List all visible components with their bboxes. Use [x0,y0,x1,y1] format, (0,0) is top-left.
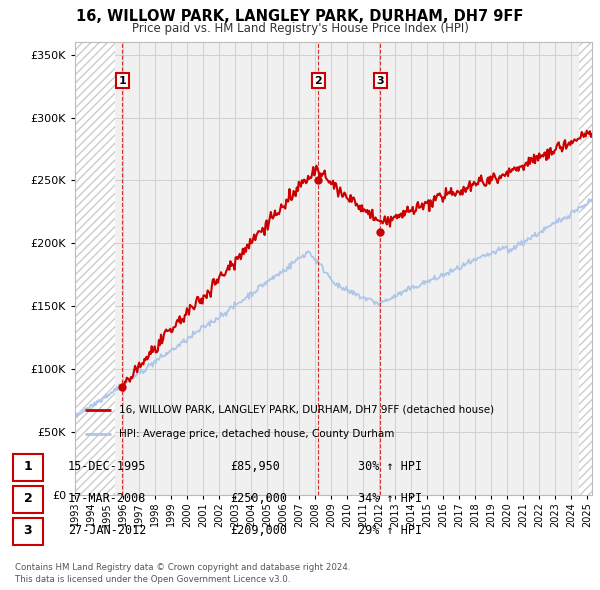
Text: £250,000: £250,000 [230,493,287,506]
Text: Contains HM Land Registry data © Crown copyright and database right 2024.
This d: Contains HM Land Registry data © Crown c… [15,563,350,584]
Text: 34% ↑ HPI: 34% ↑ HPI [358,493,422,506]
Text: 2: 2 [314,76,322,86]
Text: 30% ↑ HPI: 30% ↑ HPI [358,461,422,474]
Text: £209,000: £209,000 [230,525,287,537]
Text: £85,950: £85,950 [230,461,280,474]
FancyBboxPatch shape [13,486,43,513]
Bar [75,42,115,495]
Text: Price paid vs. HM Land Registry's House Price Index (HPI): Price paid vs. HM Land Registry's House … [131,22,469,35]
FancyBboxPatch shape [13,454,43,480]
Text: 2: 2 [23,493,32,506]
Text: 16, WILLOW PARK, LANGLEY PARK, DURHAM, DH7 9FF: 16, WILLOW PARK, LANGLEY PARK, DURHAM, D… [76,9,524,24]
Text: 3: 3 [23,525,32,537]
Text: 29% ↑ HPI: 29% ↑ HPI [358,525,422,537]
Bar [579,42,592,495]
Text: 16, WILLOW PARK, LANGLEY PARK, DURHAM, DH7 9FF (detached house): 16, WILLOW PARK, LANGLEY PARK, DURHAM, D… [119,405,494,415]
Text: 1: 1 [119,76,126,86]
Text: 3: 3 [376,76,384,86]
Text: 15-DEC-1995: 15-DEC-1995 [68,461,146,474]
FancyBboxPatch shape [13,517,43,545]
Text: 27-JAN-2012: 27-JAN-2012 [68,525,146,537]
Text: 1: 1 [23,461,32,474]
Text: 17-MAR-2008: 17-MAR-2008 [68,493,146,506]
Text: HPI: Average price, detached house, County Durham: HPI: Average price, detached house, Coun… [119,429,394,439]
